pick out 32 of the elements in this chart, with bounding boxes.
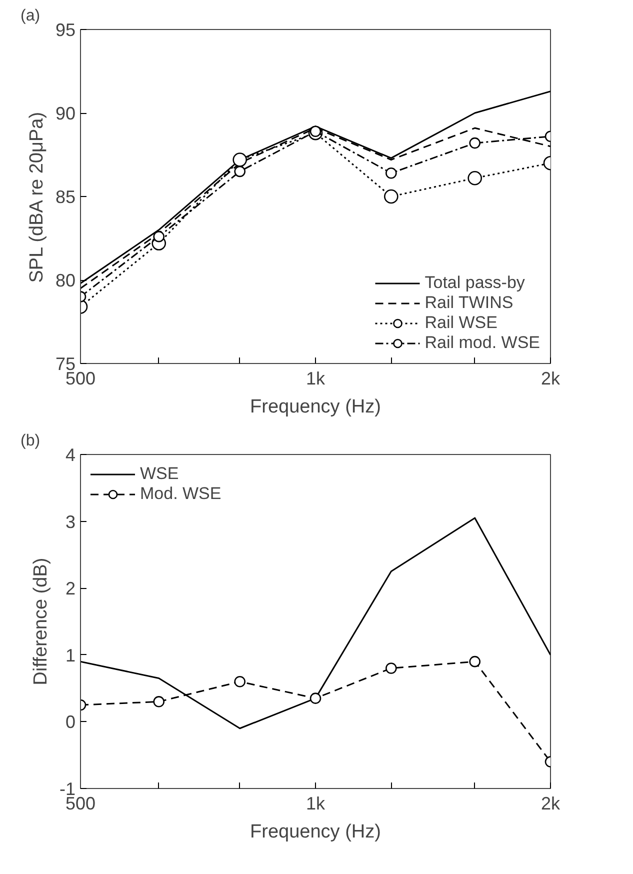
y-axis-title: Difference (dB): [30, 558, 52, 686]
y-tick-label: 80: [55, 270, 76, 290]
legend-label: Rail WSE: [424, 313, 498, 333]
point: [310, 126, 322, 138]
chart-title: (b): [20, 432, 40, 450]
legend-label: Rail mod. WSE: [424, 333, 540, 353]
point: [234, 166, 246, 178]
x-axis-title: Frequency (Hz): [250, 396, 381, 418]
y-tick-label: 85: [55, 187, 76, 207]
y-tick-label: 0: [65, 712, 76, 732]
point: [232, 152, 247, 167]
x-tick-label: 500: [65, 794, 96, 814]
y-axis-title: SPL (dBA re 20μPa): [26, 112, 48, 283]
legend-label: WSE: [140, 464, 179, 484]
y-tick-label: 2: [65, 578, 76, 599]
x-tick-label: 1k: [306, 794, 326, 814]
legend-label: Total pass-by: [424, 273, 525, 293]
x-tick-label: 500: [65, 368, 96, 388]
y-tick-label: 1: [65, 645, 76, 666]
y-tick-label: 4: [65, 445, 76, 465]
y-tick-label: 3: [65, 512, 76, 532]
legend-label: Rail TWINS: [424, 293, 514, 313]
legend-label: Mod. WSE: [140, 484, 222, 504]
point: [386, 167, 397, 179]
x-tick-label: 2k: [540, 368, 562, 388]
x-tick-label: 2k: [540, 794, 562, 814]
chart-title: (a): [20, 8, 40, 24]
y-tick-label: 90: [55, 104, 76, 124]
y-tick-label: 95: [55, 20, 76, 40]
x-tick-label: 1k: [306, 368, 326, 388]
point: [384, 189, 398, 204]
x-axis-title: Frequency (Hz): [250, 822, 381, 842]
